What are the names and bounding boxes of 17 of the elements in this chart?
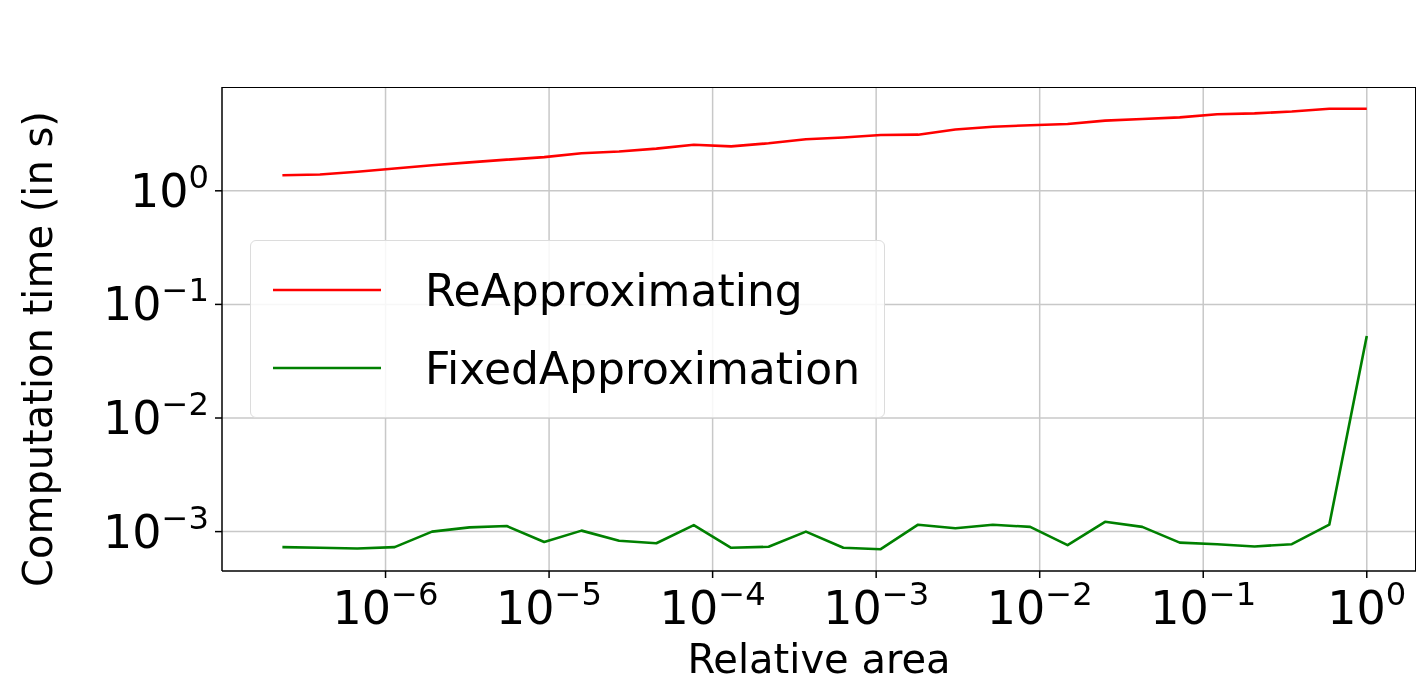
- y-tick-label: 10$^{0}$: [129, 157, 209, 218]
- x-tick-label: 10$^{−2}$: [986, 575, 1093, 635]
- x-axis-title: Relative area: [686, 635, 952, 684]
- y-axis-title: Computation time (in s): [15, 111, 61, 587]
- y-tick-label: 10$^{−3}$: [103, 498, 209, 559]
- x-tick-label: 10$^{−3}$: [823, 575, 930, 635]
- y-tick-label: 10$^{−1}$: [103, 271, 209, 332]
- line-series: [281, 334, 1369, 551]
- legend-label: FixedApproximation: [425, 342, 861, 394]
- line-series: [281, 107, 1369, 177]
- legend-label: ReApproximating: [425, 264, 803, 316]
- x-tick-label: 10$^{−1}$: [1150, 575, 1257, 635]
- y-tick-label: 10$^{−2}$: [103, 385, 209, 446]
- x-tick-label: 10$^{−6}$: [332, 575, 439, 635]
- x-tick-label: 10$^{−5}$: [496, 575, 603, 635]
- x-tick-label: 10$^{−4}$: [659, 575, 766, 635]
- x-tick-label: 10$^{0}$: [1327, 575, 1407, 635]
